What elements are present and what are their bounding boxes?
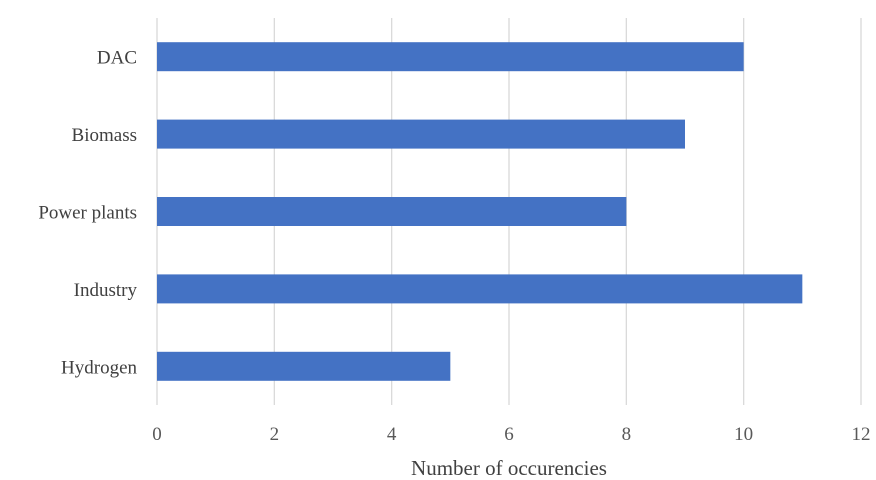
category-label: Industry bbox=[74, 280, 138, 301]
category-label: Hydrogen bbox=[61, 357, 137, 378]
category-label: DAC bbox=[97, 48, 137, 69]
x-tick-label: 6 bbox=[504, 424, 514, 445]
bars bbox=[157, 42, 803, 381]
x-tick-label: 4 bbox=[387, 424, 397, 445]
bar-hydrogen bbox=[157, 351, 451, 381]
x-tick-label: 0 bbox=[152, 424, 162, 445]
bar-industry bbox=[157, 274, 803, 304]
x-tick-label: 10 bbox=[734, 424, 753, 445]
x-tick-label: 8 bbox=[622, 424, 632, 445]
bar-dac bbox=[157, 42, 744, 72]
x-tick-label: 2 bbox=[270, 424, 280, 445]
x-tick-labels: 0 2 4 6 8 10 12 bbox=[152, 424, 870, 445]
x-tick-label: 12 bbox=[852, 424, 871, 445]
bar-biomass bbox=[157, 119, 685, 149]
x-axis-title: Number of occurencies bbox=[411, 456, 607, 480]
category-label: Biomass bbox=[72, 125, 137, 146]
category-label: Power plants bbox=[38, 203, 137, 224]
bar-power-plants bbox=[157, 197, 627, 226]
category-labels: DAC Biomass Power plants Industry Hydrogen bbox=[38, 48, 137, 379]
